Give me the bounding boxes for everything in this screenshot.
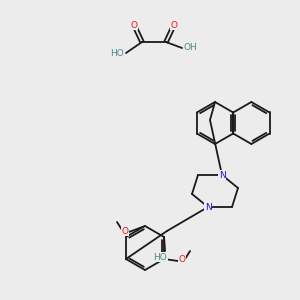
Text: O: O bbox=[178, 256, 186, 265]
Text: HO: HO bbox=[110, 49, 124, 58]
Text: N: N bbox=[205, 202, 212, 211]
Text: O: O bbox=[122, 226, 128, 236]
Text: HO: HO bbox=[153, 253, 167, 262]
Text: O: O bbox=[130, 20, 137, 29]
Text: N: N bbox=[219, 170, 225, 179]
Text: O: O bbox=[170, 20, 178, 29]
Text: OH: OH bbox=[184, 44, 198, 52]
